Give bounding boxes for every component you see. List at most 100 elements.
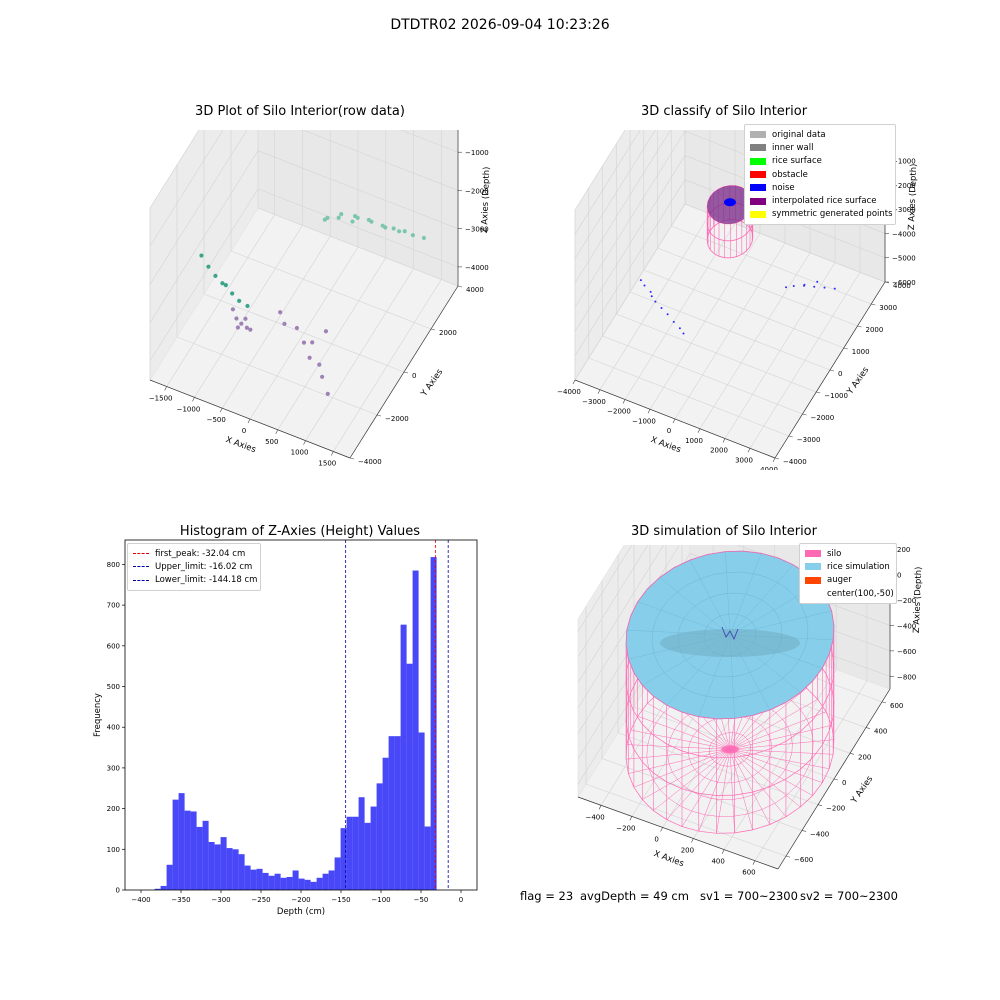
raw-data-point	[410, 233, 416, 238]
histogram-bar	[178, 793, 185, 890]
y-tick	[802, 413, 807, 416]
y-tick-label: −3000	[797, 436, 821, 444]
silo-floor-spoke	[729, 739, 834, 750]
legend-swatch	[750, 171, 766, 179]
z-gridline	[574, 130, 671, 284]
x-tick	[192, 397, 195, 402]
histogram-bar	[328, 870, 335, 890]
x-tick-label: −100	[371, 896, 390, 904]
x-axis-line	[149, 379, 351, 459]
raw-data-point	[239, 321, 244, 326]
legend-label: silo	[827, 548, 842, 559]
legend-label: original data	[772, 129, 826, 140]
y-tick-label: 700	[107, 602, 120, 610]
y-gridline	[203, 293, 405, 373]
x-tick-label: 3000	[735, 456, 753, 464]
x-tick-label: −300	[211, 896, 230, 904]
histogram-bar	[160, 885, 167, 890]
y-axis-label: Y Axies	[419, 367, 446, 399]
histogram-bar	[250, 869, 257, 890]
raw-data-3d-plot[interactable]: −1500 −1000 −500 0 500 1000 1500 −4000 −2000 0 200…	[120, 130, 500, 470]
y-tick-label: 3000	[879, 304, 897, 312]
y-tick-label: −2000	[811, 414, 835, 422]
x-tick-label: 2000	[710, 447, 728, 455]
histogram-bar	[394, 736, 401, 890]
legend-swatch	[750, 197, 766, 205]
y-tick	[403, 371, 409, 374]
raw-data-point	[310, 340, 315, 345]
x-tick-label: 0	[667, 427, 671, 435]
histogram-bar	[304, 879, 311, 890]
x-tick-label: 0	[654, 835, 658, 843]
x-axis-line	[577, 796, 779, 870]
noise-point	[666, 313, 669, 316]
silo-floor-spoke	[729, 749, 823, 783]
y-gridline	[643, 269, 844, 349]
legend-swatch	[750, 157, 766, 165]
x-tick-label: −200	[291, 896, 310, 904]
histogram-bar	[310, 881, 317, 890]
raw-data-point	[234, 316, 239, 321]
z-tick-label: −800	[897, 673, 916, 681]
raw-data-point	[301, 340, 307, 345]
legend-swatch	[750, 210, 766, 218]
y-gridline	[629, 291, 831, 371]
y-axis-label: Y Axies	[845, 365, 872, 397]
legend-label: auger	[827, 575, 852, 586]
noise-point	[639, 279, 642, 282]
silo-floor-spoke	[729, 688, 807, 750]
legend-line-swatch	[133, 553, 149, 555]
raw-data-point	[396, 229, 402, 234]
y-tick-label: 600	[107, 642, 120, 650]
raw-data-point	[421, 235, 427, 241]
x-tick-label: −400	[585, 813, 604, 821]
histogram-bar	[334, 857, 341, 890]
x-tick-label: −350	[171, 896, 190, 904]
y-tick-label: 0	[842, 779, 846, 787]
raw-data-point	[230, 291, 235, 296]
noise-point	[803, 283, 806, 286]
noise-point	[823, 286, 826, 289]
legend-entry: inner wall	[750, 141, 890, 154]
x-tick-label: 1000	[291, 449, 309, 457]
raw-data-point	[307, 355, 312, 360]
z-gridline	[574, 155, 686, 332]
noise-point	[785, 286, 787, 289]
legend-entry: noise	[750, 181, 890, 194]
histogram-bar	[388, 736, 395, 890]
simulation-title: 3D simulation of Silo Interior	[631, 524, 817, 539]
raw-data-point	[235, 325, 240, 330]
z-tick-label: 200	[897, 546, 910, 554]
legend-swatch	[805, 576, 821, 584]
simulation-3d-plot[interactable]: −400 −200 0 200 400 600 −600 −400 −200 0 200 400 600…	[550, 545, 930, 880]
histogram-bar	[172, 799, 179, 890]
raw-data-point	[220, 281, 225, 286]
y-tick	[881, 701, 887, 704]
histogram-bar	[202, 820, 209, 890]
y-tick-label: 100	[107, 846, 120, 854]
depth-histogram[interactable]: −400 −350 −300 −250 −200 −150 −100 −50 0 0 100 200 3…	[80, 530, 490, 920]
y-tick	[816, 391, 821, 394]
y-tick-label: −4000	[783, 458, 807, 466]
legend-label: noise	[772, 182, 795, 193]
x-tick	[722, 438, 726, 443]
rice-mesh-spoke	[725, 551, 731, 636]
rice-mesh-spoke	[659, 577, 731, 636]
y-gridline	[671, 225, 872, 305]
legend-label: interpolated rice surface	[772, 196, 877, 207]
y-tick-label: −1000	[824, 392, 848, 400]
z-tick-label: −4000	[465, 264, 489, 272]
x-axis-label: Depth (cm)	[277, 907, 325, 917]
y-gridline	[657, 247, 858, 327]
legend-label: Lower_limit: -144.18 cm	[155, 575, 258, 586]
legend-label: obstacle	[772, 169, 808, 180]
y-tick	[785, 855, 791, 858]
x-tick-label: 200	[681, 847, 694, 855]
z-axis-label: Z Axies (Depth)	[480, 166, 492, 233]
x-tick-label: 400	[711, 858, 724, 866]
z-gridline	[302, 130, 459, 191]
y-tick	[829, 369, 835, 372]
z-gridline	[149, 188, 259, 362]
legend-label: rice simulation	[827, 561, 890, 572]
legend-line-swatch	[133, 566, 149, 568]
